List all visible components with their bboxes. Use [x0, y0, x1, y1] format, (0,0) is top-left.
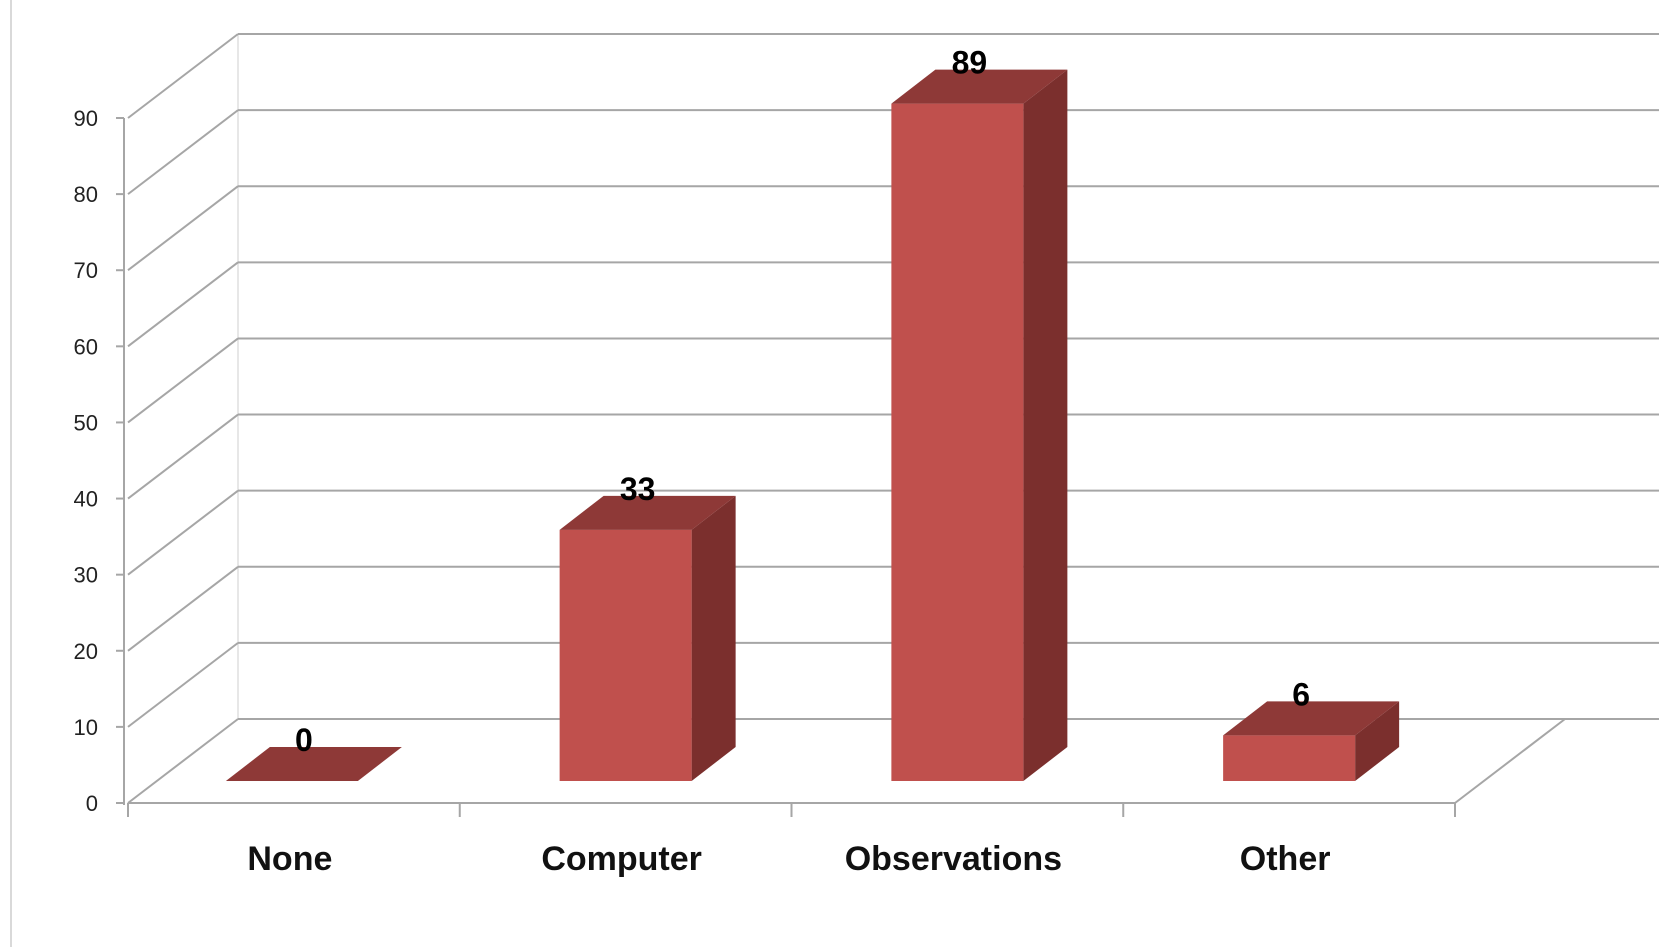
gridline-side: [128, 262, 238, 346]
gridline-side: [128, 110, 238, 194]
data-label: 0: [295, 722, 313, 758]
y-tick-label: 10: [74, 715, 98, 740]
gridline-side-top: [128, 0, 238, 118]
gridline-side: [128, 186, 238, 270]
x-tick-label: Computer: [541, 840, 702, 878]
data-label: 89: [952, 45, 988, 81]
x-tick-label: None: [247, 840, 332, 878]
bar-top: [226, 747, 402, 781]
bar-side: [692, 496, 736, 781]
y-tick-label: 30: [74, 563, 98, 588]
bar: [1223, 735, 1355, 781]
y-tick-label: 50: [74, 410, 98, 435]
y-tick-label: 20: [74, 639, 98, 664]
y-tick-label: 0: [86, 791, 98, 816]
data-label: 33: [620, 471, 656, 507]
left-border-line: [10, 0, 12, 947]
gridline-side: [128, 567, 238, 651]
gridline-side: [128, 643, 238, 727]
y-tick-label: 80: [74, 182, 98, 207]
gridline-side: [128, 415, 238, 499]
gridline-side: [128, 491, 238, 575]
bar-side: [1023, 70, 1067, 781]
gridline-side: [128, 719, 238, 803]
floor-right-edge: [1455, 719, 1565, 803]
gridline-side: [128, 34, 238, 118]
bars: [226, 70, 1399, 781]
y-tick-label: 60: [74, 334, 98, 359]
bar: [560, 530, 692, 781]
y-tick-label: 40: [74, 487, 98, 512]
y-tick-label: 90: [74, 106, 98, 131]
y-tick-label: 70: [74, 258, 98, 283]
x-tick-label: Other: [1240, 840, 1331, 878]
data-label: 6: [1292, 676, 1310, 712]
gridline-side: [128, 338, 238, 422]
bar: [891, 104, 1023, 781]
x-tick-label: Observations: [845, 840, 1062, 878]
